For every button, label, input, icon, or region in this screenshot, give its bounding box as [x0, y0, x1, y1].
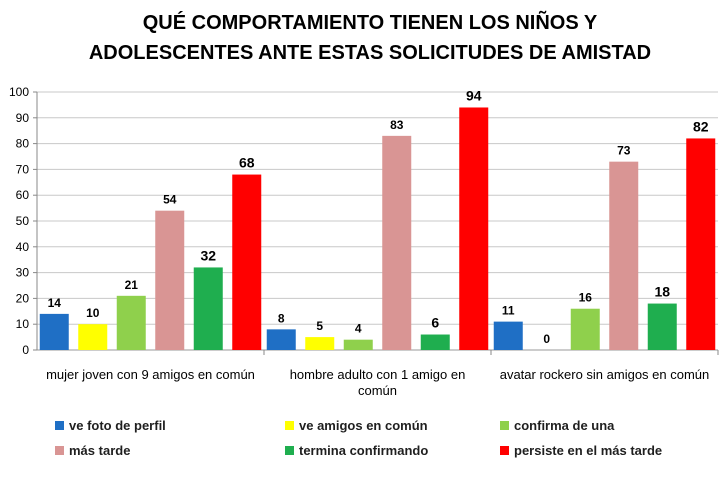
bar: [686, 138, 716, 350]
legend-swatch: [55, 446, 64, 455]
bar: [570, 308, 600, 350]
legend-item: ve foto de perfil: [55, 418, 166, 433]
legend-label: más tarde: [69, 443, 131, 458]
data-label: 0: [543, 332, 550, 346]
legend-item: ve amigos en común: [285, 418, 428, 433]
y-tick-label: 100: [9, 85, 29, 99]
legend-swatch: [285, 446, 294, 455]
legend-item: confirma de una: [500, 418, 614, 433]
data-label: 14: [48, 296, 62, 310]
bar: [116, 295, 146, 350]
y-tick-label: 90: [16, 111, 30, 125]
y-tick-label: 40: [16, 240, 30, 254]
data-label: 94: [466, 87, 482, 103]
data-label: 21: [125, 278, 139, 292]
data-label: 5: [316, 319, 323, 333]
bar: [78, 324, 108, 350]
bar: [493, 321, 523, 350]
y-tick-label: 10: [16, 317, 30, 331]
bar: [39, 313, 69, 350]
data-label: 82: [693, 118, 709, 134]
chart-title-line-1: QUÉ COMPORTAMIENTO TIENEN LOS NIÑOS Y: [142, 12, 598, 34]
data-label: 18: [654, 284, 670, 300]
legend-item: más tarde: [55, 443, 130, 458]
y-tick-label: 20: [16, 291, 30, 305]
legend-swatch: [500, 421, 509, 430]
y-tick-label: 30: [16, 266, 30, 280]
x-tick-label: hombre adulto con 1 amigo en: [290, 367, 466, 382]
bar: [266, 329, 296, 350]
bar: [420, 334, 450, 350]
bar: [193, 267, 223, 350]
data-label: 8: [278, 311, 285, 325]
chart-title-line-2: ADOLESCENTES ANTE ESTAS SOLICITUDES DE A…: [88, 42, 652, 64]
x-tick-label: avatar rockero sin amigos en común: [500, 367, 710, 382]
data-label: 54: [163, 193, 177, 207]
y-tick-label: 60: [16, 188, 30, 202]
x-tick-label: común: [358, 383, 397, 398]
legend-label: termina confirmando: [299, 443, 429, 458]
bar: [647, 303, 677, 350]
bar: [609, 161, 639, 350]
y-tick-label: 0: [22, 343, 29, 357]
data-label: 11: [502, 304, 515, 318]
data-label: 4: [355, 322, 362, 336]
data-label: 32: [200, 247, 216, 263]
bar-chart: 0102030405060708090100141021543268mujer …: [9, 85, 719, 398]
bar: [382, 135, 412, 350]
data-label: 6: [431, 315, 439, 331]
x-tick-label: mujer joven con 9 amigos en común: [46, 367, 255, 382]
data-label: 10: [86, 306, 100, 320]
bar: [232, 174, 262, 350]
data-label: 68: [239, 155, 255, 171]
y-tick-label: 70: [16, 162, 30, 176]
bar: [459, 107, 489, 350]
bar: [343, 339, 373, 350]
data-label: 16: [579, 291, 593, 305]
bar: [155, 210, 185, 350]
data-label: 83: [390, 118, 404, 132]
legend-item: termina confirmando: [285, 443, 428, 458]
bar: [305, 337, 335, 350]
legend-label: ve foto de perfil: [69, 418, 166, 433]
legend-label: persiste en el más tarde: [514, 443, 663, 458]
legend-label: confirma de una: [514, 418, 615, 433]
y-tick-label: 50: [16, 214, 30, 228]
legend-label: ve amigos en común: [299, 418, 428, 433]
y-tick-label: 80: [16, 137, 30, 151]
legend-swatch: [500, 446, 509, 455]
data-label: 73: [617, 144, 631, 158]
legend-swatch: [55, 421, 64, 430]
chart-title: QUÉ COMPORTAMIENTO TIENEN LOS NIÑOS Y AD…: [60, 8, 680, 68]
legend-swatch: [285, 421, 294, 430]
legend-item: persiste en el más tarde: [500, 443, 662, 458]
